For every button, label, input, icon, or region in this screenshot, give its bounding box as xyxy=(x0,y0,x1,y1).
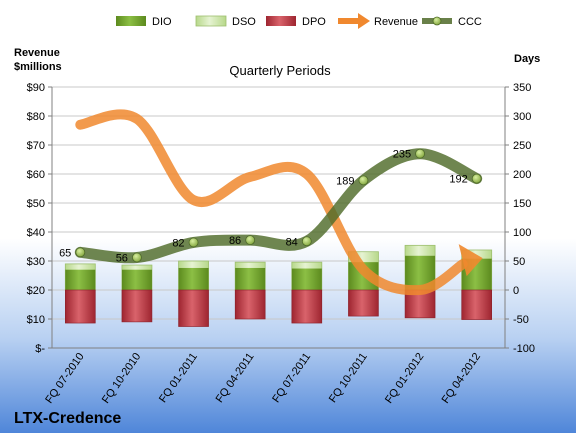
legend-ccc-dot xyxy=(432,16,442,26)
legend-label: CCC xyxy=(458,16,482,28)
right-axis-title: Days xyxy=(514,53,540,65)
bar-dpo xyxy=(121,289,153,323)
bars xyxy=(64,244,493,327)
left-tick-label: $80 xyxy=(27,111,45,123)
ccc-point xyxy=(132,252,142,263)
left-tick-label: $70 xyxy=(27,140,45,152)
legend-swatch-dio xyxy=(116,16,146,26)
right-tick-label: 300 xyxy=(513,111,531,123)
company-name: LTX-Credence xyxy=(14,410,121,427)
ccc-point xyxy=(245,235,256,246)
legend-item: DPO xyxy=(266,16,326,28)
ccc-point xyxy=(75,247,86,258)
ccc-data-label: 56 xyxy=(116,253,128,265)
ccc-data-label: 82 xyxy=(172,237,184,249)
left-tick-label: $- xyxy=(35,343,45,355)
legend-revenue-arrow xyxy=(358,13,370,29)
legend-item: DIO xyxy=(116,16,172,28)
left-tick-label: $50 xyxy=(27,198,45,210)
ccc-point xyxy=(415,148,425,159)
legend-swatch-dpo xyxy=(266,16,296,26)
right-tick-label: 350 xyxy=(513,82,531,94)
ccc-data-label: 192 xyxy=(449,174,467,186)
legend-label: DIO xyxy=(152,16,172,28)
ccc-point xyxy=(301,236,312,247)
bar-dpo xyxy=(291,289,323,324)
right-tick-label: -100 xyxy=(513,343,535,355)
left-tick-label: $90 xyxy=(27,82,45,94)
bar-dio xyxy=(178,267,209,290)
right-tick-label: 50 xyxy=(513,256,525,268)
left-tick-label: $20 xyxy=(27,285,45,297)
right-tick-label: 0 xyxy=(513,285,519,297)
right-tick-label: 100 xyxy=(513,227,531,239)
legend-item: DSO xyxy=(195,15,256,28)
left-axis-title-line2: $millions xyxy=(14,61,62,73)
left-tick-label: $30 xyxy=(27,256,45,268)
ccc-point xyxy=(471,173,482,184)
right-tick-label: 200 xyxy=(513,169,531,181)
ccc-point xyxy=(188,237,199,248)
bar-dpo xyxy=(234,289,266,320)
chart-title: Quarterly Periods xyxy=(229,63,331,78)
bar-dpo xyxy=(461,289,492,320)
ccc-data-label: 84 xyxy=(286,236,298,248)
bar-dio xyxy=(65,269,96,290)
bar-dio xyxy=(121,269,152,290)
right-tick-label: -50 xyxy=(513,314,529,326)
legend-swatch-dso xyxy=(195,15,227,27)
legend-label: Revenue xyxy=(374,16,418,28)
left-axis-title-line1: Revenue xyxy=(14,47,60,59)
ccc-data-label: 189 xyxy=(336,175,354,187)
ccc-data-label: 235 xyxy=(393,149,411,161)
left-tick-label: $10 xyxy=(27,314,45,326)
revenue-line xyxy=(75,109,468,296)
legend: DIO DSO DPO Revenue CCC xyxy=(116,13,482,29)
bar-dpo xyxy=(65,289,96,324)
revenue-arrowhead xyxy=(458,244,483,277)
left-tick-label: $40 xyxy=(27,227,45,239)
right-tick-label: 150 xyxy=(513,198,531,210)
legend-label: DPO xyxy=(302,16,326,28)
bar-dpo xyxy=(178,289,209,327)
legend-label: DSO xyxy=(232,16,256,28)
ccc-data-label: 86 xyxy=(229,235,241,247)
legend-item: CCC xyxy=(422,16,482,28)
ccc-data-label: 65 xyxy=(59,247,71,259)
lines xyxy=(74,109,483,296)
bar-dpo xyxy=(348,289,379,317)
bar-dio xyxy=(235,267,266,290)
left-tick-label: $60 xyxy=(27,169,45,181)
legend-item: Revenue xyxy=(338,13,418,29)
right-tick-label: 250 xyxy=(513,140,531,152)
ccc-point xyxy=(358,175,369,186)
bar-dio xyxy=(291,268,322,290)
